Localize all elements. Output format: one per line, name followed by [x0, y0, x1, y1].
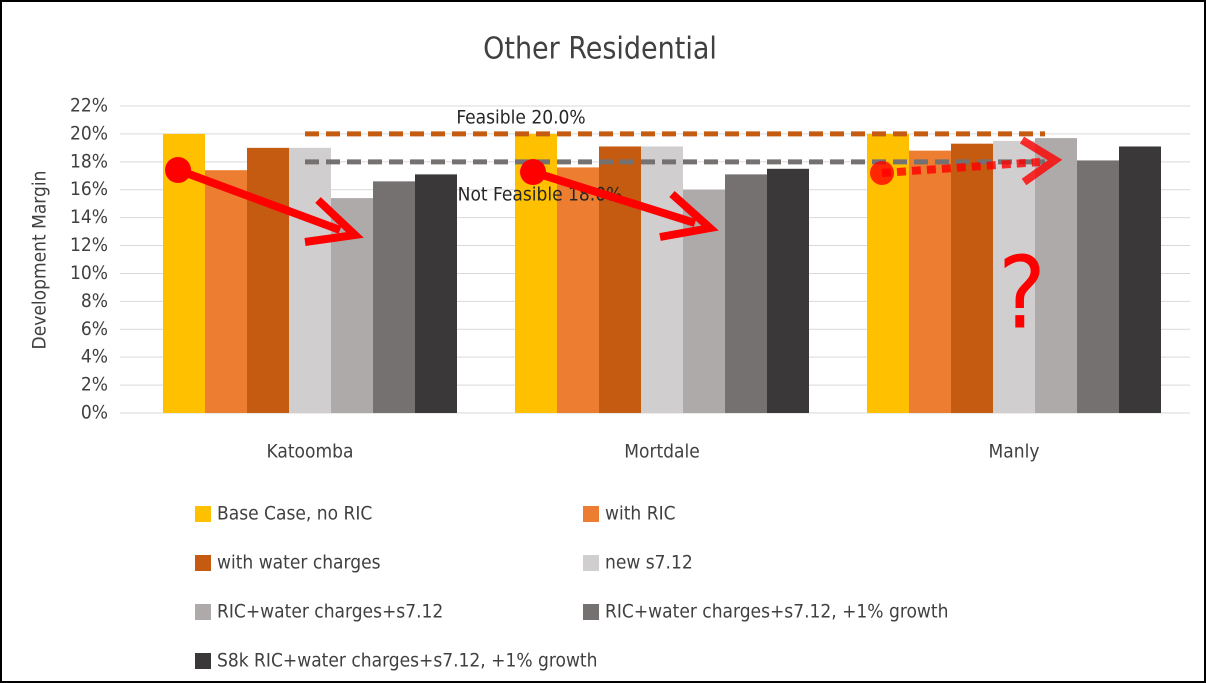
arrow: [531, 168, 697, 227]
bar: [205, 170, 247, 413]
bar: [909, 150, 951, 413]
bar: [641, 146, 683, 413]
y-axis-label: Development Margin: [29, 171, 51, 350]
y-tick-label: 20%: [70, 122, 108, 144]
bar: [1119, 146, 1161, 413]
legend-swatch: [195, 604, 211, 620]
reference-label: Feasible 20.0%: [456, 107, 585, 129]
legend: Base Case, no RIC with RIC with water char…: [195, 503, 948, 672]
arrow-head: [659, 191, 719, 241]
legend-swatch: [583, 506, 599, 522]
legend-swatch: [195, 555, 211, 571]
arrow-head: [1019, 136, 1063, 186]
bar: [767, 168, 809, 413]
chart-title: Other Residential: [483, 32, 717, 67]
arrow-head: [304, 197, 364, 246]
y-tick-label: 4%: [81, 346, 108, 368]
legend-label: new s7.12: [605, 552, 693, 574]
bar: [289, 147, 331, 413]
legend-label: RIC+water charges+s7.12, +1% growth: [605, 601, 948, 623]
bar: [557, 167, 599, 413]
legend-label: S8k RIC+water charges+s7.12, +1% growth: [217, 650, 597, 672]
y-tick-label: 22%: [70, 95, 108, 117]
bar: [725, 174, 767, 413]
bar: [415, 174, 457, 413]
arrows: [165, 136, 1063, 246]
y-tick-label: 16%: [70, 178, 108, 200]
bar: [951, 143, 993, 413]
bar: [993, 140, 1035, 414]
arrow: [881, 158, 1041, 177]
y-tick-label: 18%: [70, 150, 108, 172]
y-tick-label: 0%: [81, 402, 108, 424]
x-tick-label: Katoomba: [267, 441, 354, 463]
y-tick-label: 6%: [81, 318, 108, 340]
legend-label: with RIC: [605, 503, 676, 525]
y-tick-label: 14%: [70, 206, 108, 228]
y-tick-label: 10%: [70, 262, 108, 284]
bar: [1035, 138, 1077, 413]
bar: [1077, 160, 1119, 413]
legend-label: RIC+water charges+s7.12: [217, 601, 443, 623]
x-tick-label: Mortdale: [624, 441, 700, 463]
y-tick-label: 8%: [81, 290, 108, 312]
legend-label: with water charges: [217, 552, 381, 574]
legend-label: Base Case, no RIC: [217, 503, 372, 525]
legend-swatch: [195, 653, 211, 669]
bar: [373, 181, 415, 413]
arrow: [176, 166, 342, 234]
legend-swatch: [583, 604, 599, 620]
y-tick-label: 12%: [70, 234, 108, 256]
bar: [247, 147, 289, 413]
y-tick-label: 2%: [81, 374, 108, 396]
legend-swatch: [583, 555, 599, 571]
x-tick-label: Manly: [989, 441, 1040, 463]
legend-swatch: [195, 506, 211, 522]
annotation: ?: [998, 234, 1046, 351]
